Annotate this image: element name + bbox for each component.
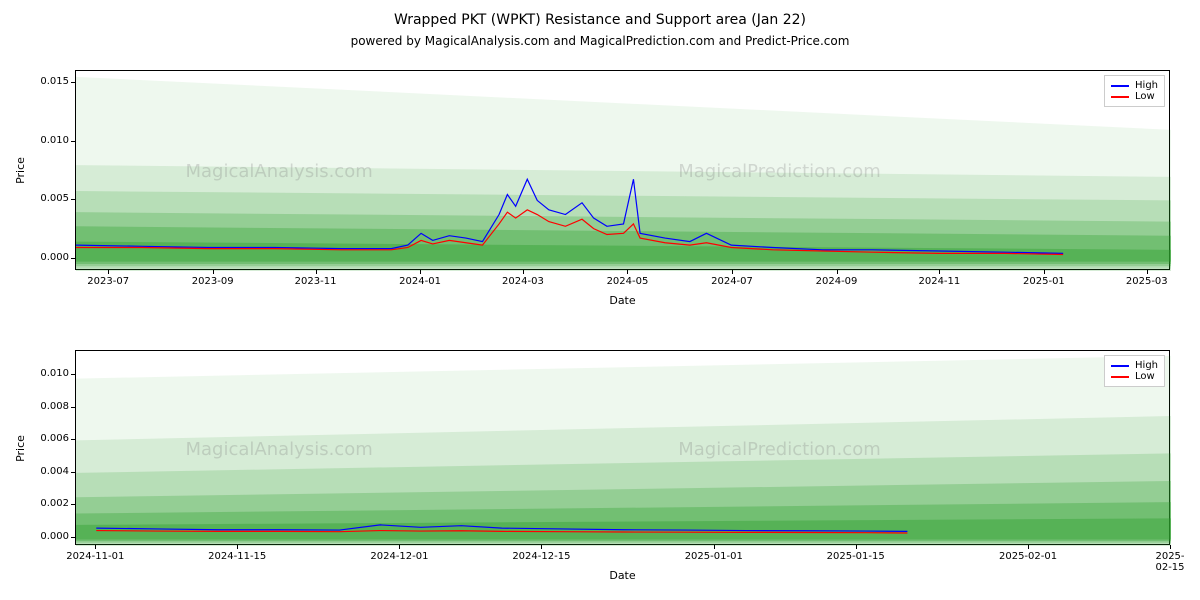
x-tick-mark — [714, 545, 715, 549]
x-tick-mark — [213, 270, 214, 274]
legend-label: High — [1135, 360, 1158, 371]
x-tick-label: 2025-01-01 — [685, 551, 743, 562]
x-axis-label-bottom: Date — [75, 569, 1170, 582]
y-tick-mark — [71, 258, 75, 259]
x-tick-label: 2024-11 — [918, 276, 960, 287]
legend-item: High — [1111, 80, 1158, 91]
x-tick-label: 2024-09 — [816, 276, 858, 287]
y-tick-label: 0.006 — [27, 433, 69, 444]
x-tick-label: 2025-02-01 — [999, 551, 1057, 562]
figure: Wrapped PKT (WPKT) Resistance and Suppor… — [0, 0, 1200, 600]
chart-main-title: Wrapped PKT (WPKT) Resistance and Suppor… — [0, 12, 1200, 28]
x-tick-mark — [1170, 545, 1171, 549]
y-axis-label-top: Price — [14, 157, 27, 184]
x-tick-mark — [541, 545, 542, 549]
chart-panel-top: MagicalAnalysis.comMagicalPrediction.com… — [75, 70, 1170, 270]
x-tick-mark — [1028, 545, 1029, 549]
x-tick-mark — [1147, 270, 1148, 274]
legend-item: High — [1111, 360, 1158, 371]
y-tick-label: 0.000 — [27, 531, 69, 542]
y-tick-label: 0.005 — [27, 193, 69, 204]
x-tick-label: 2023-11 — [295, 276, 337, 287]
y-tick-label: 0.015 — [27, 76, 69, 87]
x-tick-mark — [420, 270, 421, 274]
y-tick-mark — [71, 472, 75, 473]
y-tick-mark — [71, 141, 75, 142]
y-tick-label: 0.008 — [27, 401, 69, 412]
legend-swatch — [1111, 376, 1129, 378]
x-tick-label: 2025-02-15 — [1155, 551, 1185, 573]
chart-sub-title: powered by MagicalAnalysis.com and Magic… — [0, 34, 1200, 48]
legend-bottom: HighLow — [1104, 355, 1165, 387]
y-tick-label: 0.004 — [27, 466, 69, 477]
legend-swatch — [1111, 96, 1129, 98]
y-tick-mark — [71, 407, 75, 408]
y-tick-label: 0.010 — [27, 135, 69, 146]
plot-svg-top — [76, 71, 1169, 269]
x-tick-label: 2024-12-15 — [512, 551, 570, 562]
legend-label: Low — [1135, 91, 1155, 102]
x-tick-mark — [108, 270, 109, 274]
y-tick-mark — [71, 199, 75, 200]
legend-swatch — [1111, 85, 1129, 87]
x-tick-mark — [316, 270, 317, 274]
x-tick-label: 2023-09 — [192, 276, 234, 287]
x-tick-mark — [837, 270, 838, 274]
legend-swatch — [1111, 365, 1129, 367]
x-tick-mark — [1044, 270, 1045, 274]
y-tick-label: 0.002 — [27, 498, 69, 509]
x-tick-label: 2024-05 — [607, 276, 649, 287]
x-tick-mark — [939, 270, 940, 274]
y-tick-mark — [71, 374, 75, 375]
y-tick-label: 0.010 — [27, 368, 69, 379]
x-tick-label: 2024-12-01 — [370, 551, 428, 562]
legend-item: Low — [1111, 91, 1158, 102]
y-tick-label: 0.000 — [27, 252, 69, 263]
legend-label: High — [1135, 80, 1158, 91]
x-tick-mark — [523, 270, 524, 274]
legend-top: HighLow — [1104, 75, 1165, 107]
chart-panel-bottom: MagicalAnalysis.comMagicalPrediction.com… — [75, 350, 1170, 545]
y-tick-mark — [71, 504, 75, 505]
x-tick-label: 2025-01 — [1023, 276, 1065, 287]
x-tick-label: 2024-07 — [711, 276, 753, 287]
x-tick-label: 2024-01 — [399, 276, 441, 287]
y-tick-mark — [71, 82, 75, 83]
x-tick-label: 2025-03 — [1126, 276, 1168, 287]
x-tick-label: 2024-11-15 — [208, 551, 266, 562]
x-tick-mark — [856, 545, 857, 549]
legend-item: Low — [1111, 371, 1158, 382]
x-tick-label: 2023-07 — [87, 276, 129, 287]
plot-svg-bottom — [76, 351, 1169, 544]
x-tick-label: 2025-01-15 — [827, 551, 885, 562]
x-axis-label-top: Date — [75, 294, 1170, 307]
x-tick-label: 2024-03 — [502, 276, 544, 287]
legend-label: Low — [1135, 371, 1155, 382]
x-tick-mark — [95, 545, 96, 549]
x-tick-mark — [399, 545, 400, 549]
x-tick-mark — [732, 270, 733, 274]
y-tick-mark — [71, 537, 75, 538]
x-tick-mark — [237, 545, 238, 549]
y-axis-label-bottom: Price — [14, 435, 27, 462]
x-tick-mark — [627, 270, 628, 274]
y-tick-mark — [71, 439, 75, 440]
x-tick-label: 2024-11-01 — [66, 551, 124, 562]
